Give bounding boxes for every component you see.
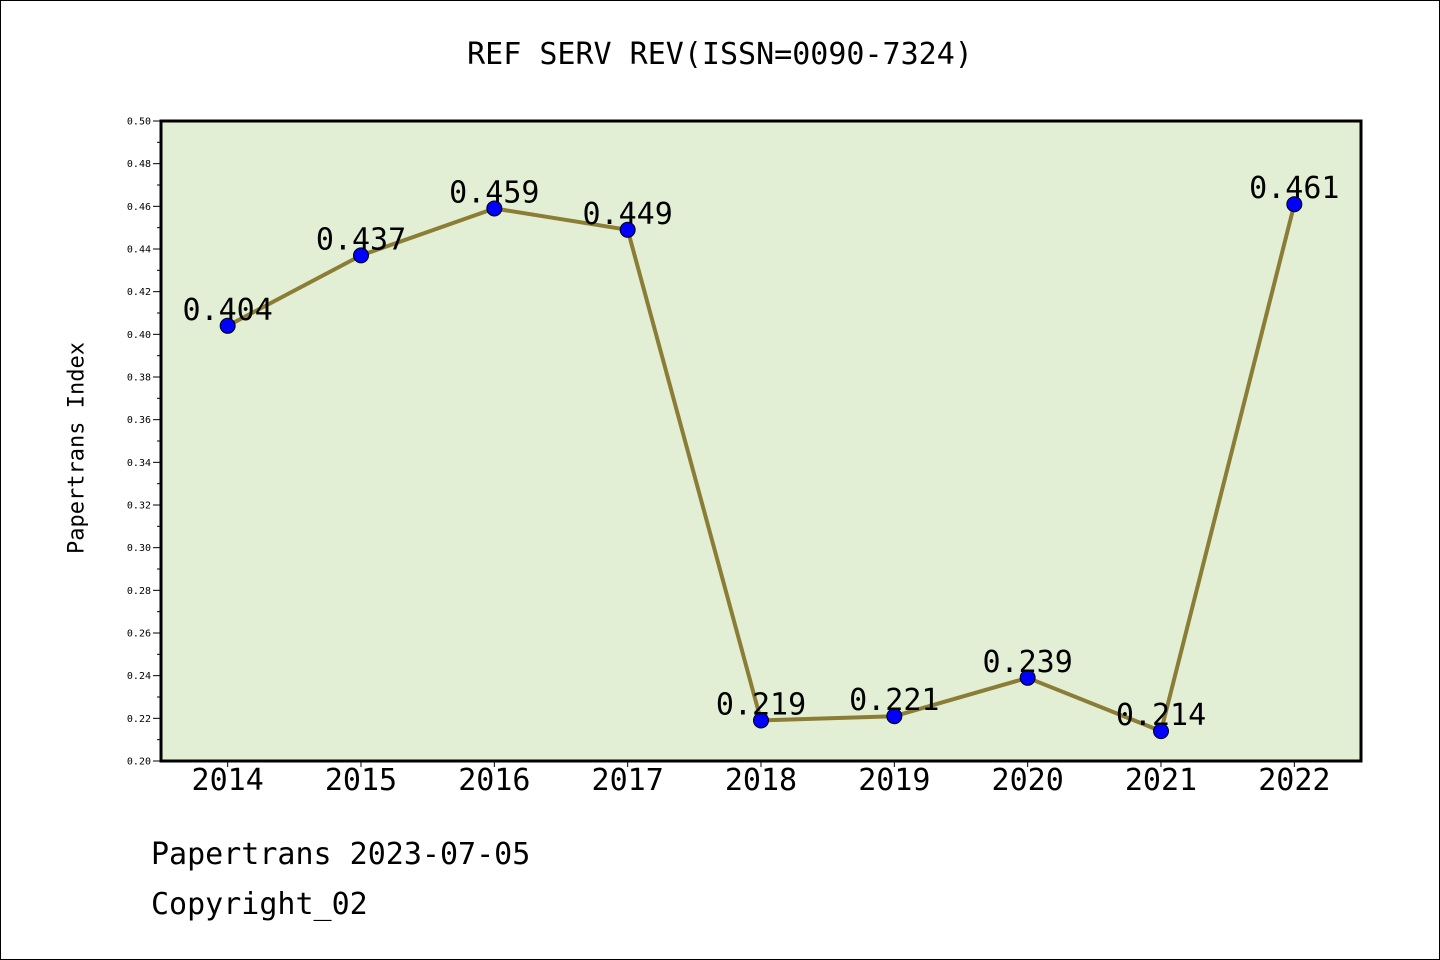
y-tick-label: 0.32 [127, 501, 151, 512]
data-label: 0.221 [849, 683, 939, 718]
x-tick-label: 2017 [592, 763, 664, 798]
y-tick-label: 0.34 [127, 458, 151, 469]
chart-title: REF SERV REV(ISSN=0090-7324) [467, 37, 973, 72]
data-label: 0.459 [449, 175, 539, 210]
data-point [753, 712, 769, 729]
x-tick-label: 2014 [192, 763, 264, 798]
y-tick-label: 0.38 [127, 373, 151, 384]
y-tick-label: 0.36 [127, 415, 151, 426]
y-tick-label: 0.26 [127, 629, 151, 640]
data-point [353, 247, 369, 264]
data-point [219, 317, 236, 334]
y-tick-label: 0.28 [127, 586, 151, 597]
footer-date: Papertrans 2023-07-05 [151, 837, 531, 872]
y-tick-label: 0.40 [127, 330, 151, 341]
y-tick-label: 0.42 [127, 287, 151, 298]
data-label: 0.461 [1249, 171, 1339, 206]
x-tick-label: 2019 [858, 763, 930, 798]
y-tick-label: 0.22 [127, 714, 151, 725]
data-point [1019, 669, 1036, 686]
data-point [886, 708, 903, 725]
footer-copyright: Copyright_02 [151, 887, 368, 922]
data-point [1153, 723, 1169, 740]
data-label: 0.219 [716, 687, 806, 722]
x-tick-label: 2022 [1258, 763, 1330, 798]
data-label: 0.437 [316, 222, 406, 257]
x-tick-label: 2021 [1125, 763, 1197, 798]
x-tick-label: 2016 [458, 763, 530, 798]
y-tick-label: 0.48 [127, 159, 151, 170]
x-tick-label: 2015 [325, 763, 397, 798]
x-tick-label: 2020 [992, 763, 1064, 798]
data-point [1286, 196, 1303, 213]
data-label: 0.239 [983, 645, 1073, 680]
data-label: 0.449 [583, 197, 673, 232]
data-label: 0.214 [1116, 698, 1206, 733]
plot-border [159, 119, 1363, 763]
y-tick-label: 0.46 [127, 202, 151, 213]
data-label: 0.404 [183, 293, 273, 328]
plot-background [161, 121, 1361, 761]
data-point [619, 221, 636, 238]
x-tick-label: 2018 [725, 763, 797, 798]
y-tick-label: 0.20 [127, 757, 151, 768]
y-tick-label: 0.50 [127, 117, 151, 128]
y-tick-label: 0.30 [127, 543, 151, 554]
y-tick-label: 0.24 [127, 671, 151, 682]
data-point [486, 200, 503, 217]
y-tick-label: 0.44 [127, 245, 151, 256]
